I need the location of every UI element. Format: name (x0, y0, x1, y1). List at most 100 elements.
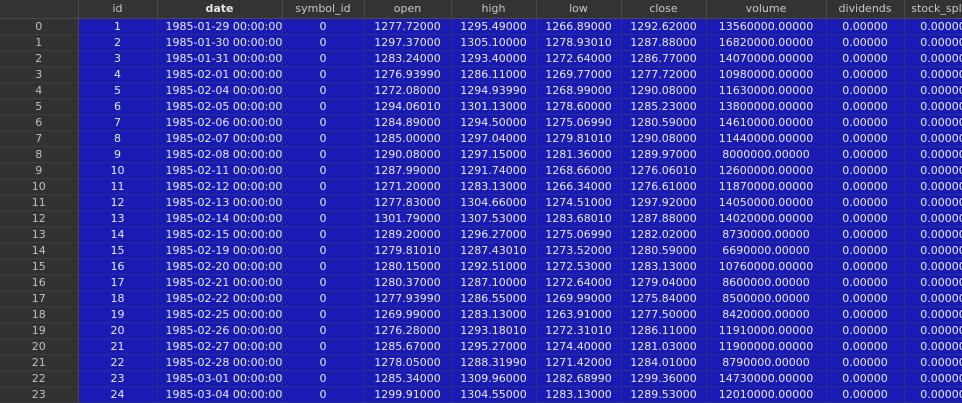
cell-date[interactable]: 1985-02-26 00:00:00 (157, 322, 283, 339)
cell-volume[interactable]: 16820000.00000 (706, 34, 827, 51)
column-header-low[interactable]: low (536, 0, 622, 19)
row-index[interactable]: 15 (0, 258, 79, 275)
cell-close[interactable]: 1287.88000 (621, 34, 707, 51)
cell-volume[interactable]: 8790000.00000 (706, 354, 827, 371)
cell-close[interactable]: 1280.59000 (621, 114, 707, 131)
cell-close[interactable]: 1282.02000 (621, 226, 707, 243)
cell-low[interactable]: 1278.93010 (536, 34, 622, 51)
cell-dividends[interactable]: 0.00000 (826, 258, 905, 275)
cell-open[interactable]: 1284.89000 (364, 114, 452, 131)
cell-dividends[interactable]: 0.00000 (826, 50, 905, 67)
cell-volume[interactable]: 12600000.00000 (706, 162, 827, 179)
cell-symbol-id[interactable]: 0 (282, 162, 365, 179)
table-row[interactable]: 0 1 1985-01-29 00:00:00 0 1277.72000 1295.490… (0, 18, 962, 35)
cell-id[interactable]: 12 (78, 194, 158, 211)
column-header-volume[interactable]: volume (706, 0, 827, 19)
cell-dividends[interactable]: 0.00000 (826, 338, 905, 355)
cell-high[interactable]: 1287.43010 (451, 242, 537, 259)
cell-close[interactable]: 1277.72000 (621, 66, 707, 83)
cell-volume[interactable]: 8730000.00000 (706, 226, 827, 243)
table-row[interactable]: 16 17 1985-02-21 00:00:00 0 1280.37000 1287.1… (0, 274, 962, 291)
cell-stock-splits[interactable]: 0.00000 (904, 258, 962, 275)
row-index[interactable]: 5 (0, 98, 79, 115)
cell-volume[interactable]: 14020000.00000 (706, 210, 827, 227)
cell-date[interactable]: 1985-01-30 00:00:00 (157, 34, 283, 51)
cell-volume[interactable]: 12010000.00000 (706, 386, 827, 403)
cell-low[interactable]: 1275.06990 (536, 114, 622, 131)
cell-stock-splits[interactable]: 0.00000 (904, 306, 962, 323)
cell-id[interactable]: 10 (78, 162, 158, 179)
cell-open[interactable]: 1272.08000 (364, 82, 452, 99)
cell-high[interactable]: 1283.13000 (451, 178, 537, 195)
cell-close[interactable]: 1292.62000 (621, 18, 707, 35)
row-index[interactable]: 14 (0, 242, 79, 259)
row-index[interactable]: 0 (0, 18, 79, 35)
cell-symbol-id[interactable]: 0 (282, 82, 365, 99)
index-header-corner[interactable] (0, 0, 79, 19)
table-row[interactable]: 17 18 1985-02-22 00:00:00 0 1277.93990 1286.5… (0, 290, 962, 307)
cell-volume[interactable]: 14610000.00000 (706, 114, 827, 131)
cell-low[interactable]: 1266.34000 (536, 178, 622, 195)
cell-symbol-id[interactable]: 0 (282, 242, 365, 259)
cell-close[interactable]: 1277.50000 (621, 306, 707, 323)
cell-date[interactable]: 1985-02-11 00:00:00 (157, 162, 283, 179)
cell-symbol-id[interactable]: 0 (282, 322, 365, 339)
cell-symbol-id[interactable]: 0 (282, 98, 365, 115)
cell-stock-splits[interactable]: 0.00000 (904, 18, 962, 35)
cell-high[interactable]: 1309.96000 (451, 370, 537, 387)
column-header-open[interactable]: open (364, 0, 452, 19)
cell-dividends[interactable]: 0.00000 (826, 66, 905, 83)
row-index[interactable]: 23 (0, 386, 79, 403)
cell-dividends[interactable]: 0.00000 (826, 370, 905, 387)
cell-stock-splits[interactable]: 0.00000 (904, 322, 962, 339)
table-row[interactable]: 14 15 1985-02-19 00:00:00 0 1279.81010 1287.4… (0, 242, 962, 259)
cell-high[interactable]: 1304.55000 (451, 386, 537, 403)
cell-low[interactable]: 1272.31010 (536, 322, 622, 339)
cell-dividends[interactable]: 0.00000 (826, 274, 905, 291)
cell-stock-splits[interactable]: 0.00000 (904, 130, 962, 147)
column-header-stock-splits[interactable]: stock_splits (904, 0, 962, 19)
cell-high[interactable]: 1294.50000 (451, 114, 537, 131)
cell-low[interactable]: 1279.81010 (536, 130, 622, 147)
cell-volume[interactable]: 10980000.00000 (706, 66, 827, 83)
cell-low[interactable]: 1269.77000 (536, 66, 622, 83)
cell-open[interactable]: 1276.28000 (364, 322, 452, 339)
cell-date[interactable]: 1985-02-01 00:00:00 (157, 66, 283, 83)
cell-date[interactable]: 1985-02-28 00:00:00 (157, 354, 283, 371)
cell-stock-splits[interactable]: 0.00000 (904, 338, 962, 355)
cell-date[interactable]: 1985-02-22 00:00:00 (157, 290, 283, 307)
cell-low[interactable]: 1269.99000 (536, 290, 622, 307)
cell-low[interactable]: 1281.36000 (536, 146, 622, 163)
cell-id[interactable]: 11 (78, 178, 158, 195)
cell-open[interactable]: 1294.06010 (364, 98, 452, 115)
cell-dividends[interactable]: 0.00000 (826, 194, 905, 211)
cell-stock-splits[interactable]: 0.00000 (904, 194, 962, 211)
cell-high[interactable]: 1293.18010 (451, 322, 537, 339)
cell-symbol-id[interactable]: 0 (282, 50, 365, 67)
cell-symbol-id[interactable]: 0 (282, 290, 365, 307)
cell-stock-splits[interactable]: 0.00000 (904, 370, 962, 387)
cell-close[interactable]: 1279.04000 (621, 274, 707, 291)
cell-symbol-id[interactable]: 0 (282, 354, 365, 371)
cell-volume[interactable]: 11910000.00000 (706, 322, 827, 339)
cell-id[interactable]: 7 (78, 114, 158, 131)
cell-id[interactable]: 4 (78, 66, 158, 83)
table-row[interactable]: 23 24 1985-03-04 00:00:00 0 1299.91000 1304.5… (0, 386, 962, 403)
row-index[interactable]: 13 (0, 226, 79, 243)
row-index[interactable]: 21 (0, 354, 79, 371)
cell-dividends[interactable]: 0.00000 (826, 210, 905, 227)
cell-volume[interactable]: 6690000.00000 (706, 242, 827, 259)
cell-low[interactable]: 1268.66000 (536, 162, 622, 179)
cell-low[interactable]: 1272.64000 (536, 274, 622, 291)
cell-high[interactable]: 1286.55000 (451, 290, 537, 307)
cell-low[interactable]: 1278.60000 (536, 98, 622, 115)
cell-symbol-id[interactable]: 0 (282, 370, 365, 387)
cell-date[interactable]: 1985-02-13 00:00:00 (157, 194, 283, 211)
table-row[interactable]: 12 13 1985-02-14 00:00:00 0 1301.79000 1307.5… (0, 210, 962, 227)
cell-open[interactable]: 1280.15000 (364, 258, 452, 275)
cell-dividends[interactable]: 0.00000 (826, 146, 905, 163)
cell-symbol-id[interactable]: 0 (282, 114, 365, 131)
cell-symbol-id[interactable]: 0 (282, 210, 365, 227)
cell-high[interactable]: 1283.13000 (451, 306, 537, 323)
cell-open[interactable]: 1297.37000 (364, 34, 452, 51)
